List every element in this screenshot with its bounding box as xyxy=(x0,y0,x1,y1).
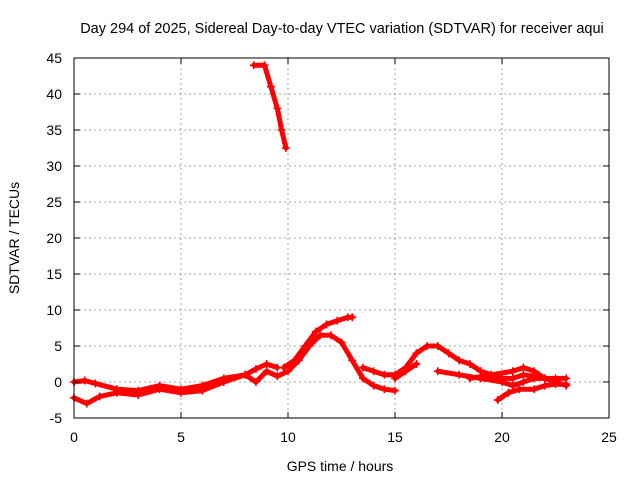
data-point xyxy=(433,367,442,376)
data-point xyxy=(476,367,485,376)
data-point xyxy=(391,386,399,395)
data-point xyxy=(401,367,410,376)
data-point xyxy=(337,338,346,347)
data-point xyxy=(251,365,260,374)
data-point xyxy=(316,331,325,340)
data-point xyxy=(281,144,290,152)
data-point xyxy=(369,381,378,390)
data-point xyxy=(311,327,320,336)
data-point xyxy=(273,104,282,113)
data-point xyxy=(277,126,286,134)
chart-title: Day 294 of 2025, Sidereal Day-to-day VTE… xyxy=(80,21,604,37)
data-point xyxy=(279,363,288,372)
data-point xyxy=(455,370,464,379)
data-point xyxy=(95,392,104,401)
data-point xyxy=(134,390,143,399)
data-point xyxy=(301,342,310,350)
data-point xyxy=(433,342,442,350)
data-point xyxy=(540,374,549,383)
data-point xyxy=(508,381,517,390)
x-tick-label: 20 xyxy=(494,429,510,445)
data-point xyxy=(348,313,357,322)
ticks: 0 5 10 15 20 25 -5 0 5 10 15 20 25 30 35 40 45 xyxy=(46,50,617,445)
data-point xyxy=(530,374,539,383)
y-tick-label: 0 xyxy=(54,374,62,390)
series-line-sat-high xyxy=(251,62,289,151)
data-point xyxy=(412,360,421,368)
y-tick-label: 10 xyxy=(46,302,62,318)
data-point xyxy=(266,82,275,91)
data-point xyxy=(348,356,357,365)
data-point xyxy=(241,370,250,379)
data-point xyxy=(273,372,282,381)
data-point xyxy=(260,61,269,70)
series-group xyxy=(70,61,571,408)
data-point xyxy=(551,380,560,389)
data-point xyxy=(423,342,432,350)
data-point xyxy=(198,386,207,395)
data-point xyxy=(487,370,496,379)
data-point xyxy=(498,378,506,386)
x-tick-label: 5 xyxy=(177,429,185,445)
y-axis-title: SDTVAR / TECUs xyxy=(6,182,22,294)
data-point xyxy=(530,385,539,394)
data-point xyxy=(358,363,367,372)
y-tick-label: 30 xyxy=(46,158,62,174)
data-point xyxy=(465,360,474,368)
data-point xyxy=(412,349,421,358)
data-point xyxy=(562,380,571,389)
data-point xyxy=(493,396,502,404)
x-tick-label: 25 xyxy=(601,429,617,445)
x-tick-label: 15 xyxy=(387,429,403,445)
data-point xyxy=(262,367,271,376)
data-point xyxy=(380,385,389,394)
y-tick-label: 5 xyxy=(54,338,62,354)
data-point xyxy=(82,399,91,408)
data-point xyxy=(455,356,464,365)
data-point xyxy=(177,388,185,397)
x-tick-label: 10 xyxy=(280,429,296,445)
data-point xyxy=(515,385,524,394)
data-point xyxy=(391,374,399,383)
data-point xyxy=(519,363,528,372)
data-point xyxy=(326,331,335,340)
data-point xyxy=(333,316,342,325)
data-point xyxy=(530,367,539,376)
data-point xyxy=(91,379,100,388)
y-tick-label: 40 xyxy=(46,86,62,102)
data-point xyxy=(540,381,549,390)
data-point xyxy=(465,374,474,383)
data-point xyxy=(249,61,258,70)
data-point xyxy=(358,374,367,383)
data-point xyxy=(508,367,517,376)
y-tick-label: 25 xyxy=(46,194,62,210)
x-tick-label: 0 xyxy=(70,429,78,445)
y-tick-label: 45 xyxy=(46,50,62,66)
y-tick-label: 20 xyxy=(46,230,62,246)
data-point xyxy=(290,356,299,365)
data-point xyxy=(504,388,513,397)
data-point xyxy=(112,388,121,397)
data-point xyxy=(155,385,164,394)
data-point xyxy=(369,367,378,376)
data-point xyxy=(262,360,271,368)
grid xyxy=(74,58,609,418)
data-point xyxy=(80,376,89,385)
data-point xyxy=(444,349,453,358)
y-tick-label: 15 xyxy=(46,266,62,282)
y-tick-label: 35 xyxy=(46,122,62,138)
data-point xyxy=(284,367,292,376)
x-axis-title: GPS time / hours xyxy=(287,458,394,474)
data-point xyxy=(251,378,260,386)
data-point xyxy=(219,378,228,386)
data-point xyxy=(519,370,528,379)
data-point xyxy=(322,320,331,329)
data-point xyxy=(380,370,389,379)
data-point xyxy=(508,374,517,383)
data-point xyxy=(519,378,528,386)
y-tick-label: -5 xyxy=(50,410,63,426)
